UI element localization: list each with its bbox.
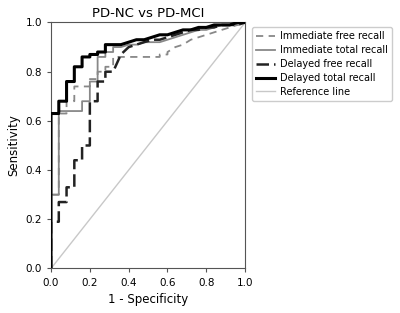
Y-axis label: Sensitivity: Sensitivity (7, 115, 20, 177)
X-axis label: 1 - Specificity: 1 - Specificity (108, 293, 188, 306)
Title: PD-NC vs PD-MCI: PD-NC vs PD-MCI (92, 7, 204, 20)
Legend: Immediate free recall, Immediate total recall, Delayed free recall, Delayed tota: Immediate free recall, Immediate total r… (252, 27, 392, 101)
